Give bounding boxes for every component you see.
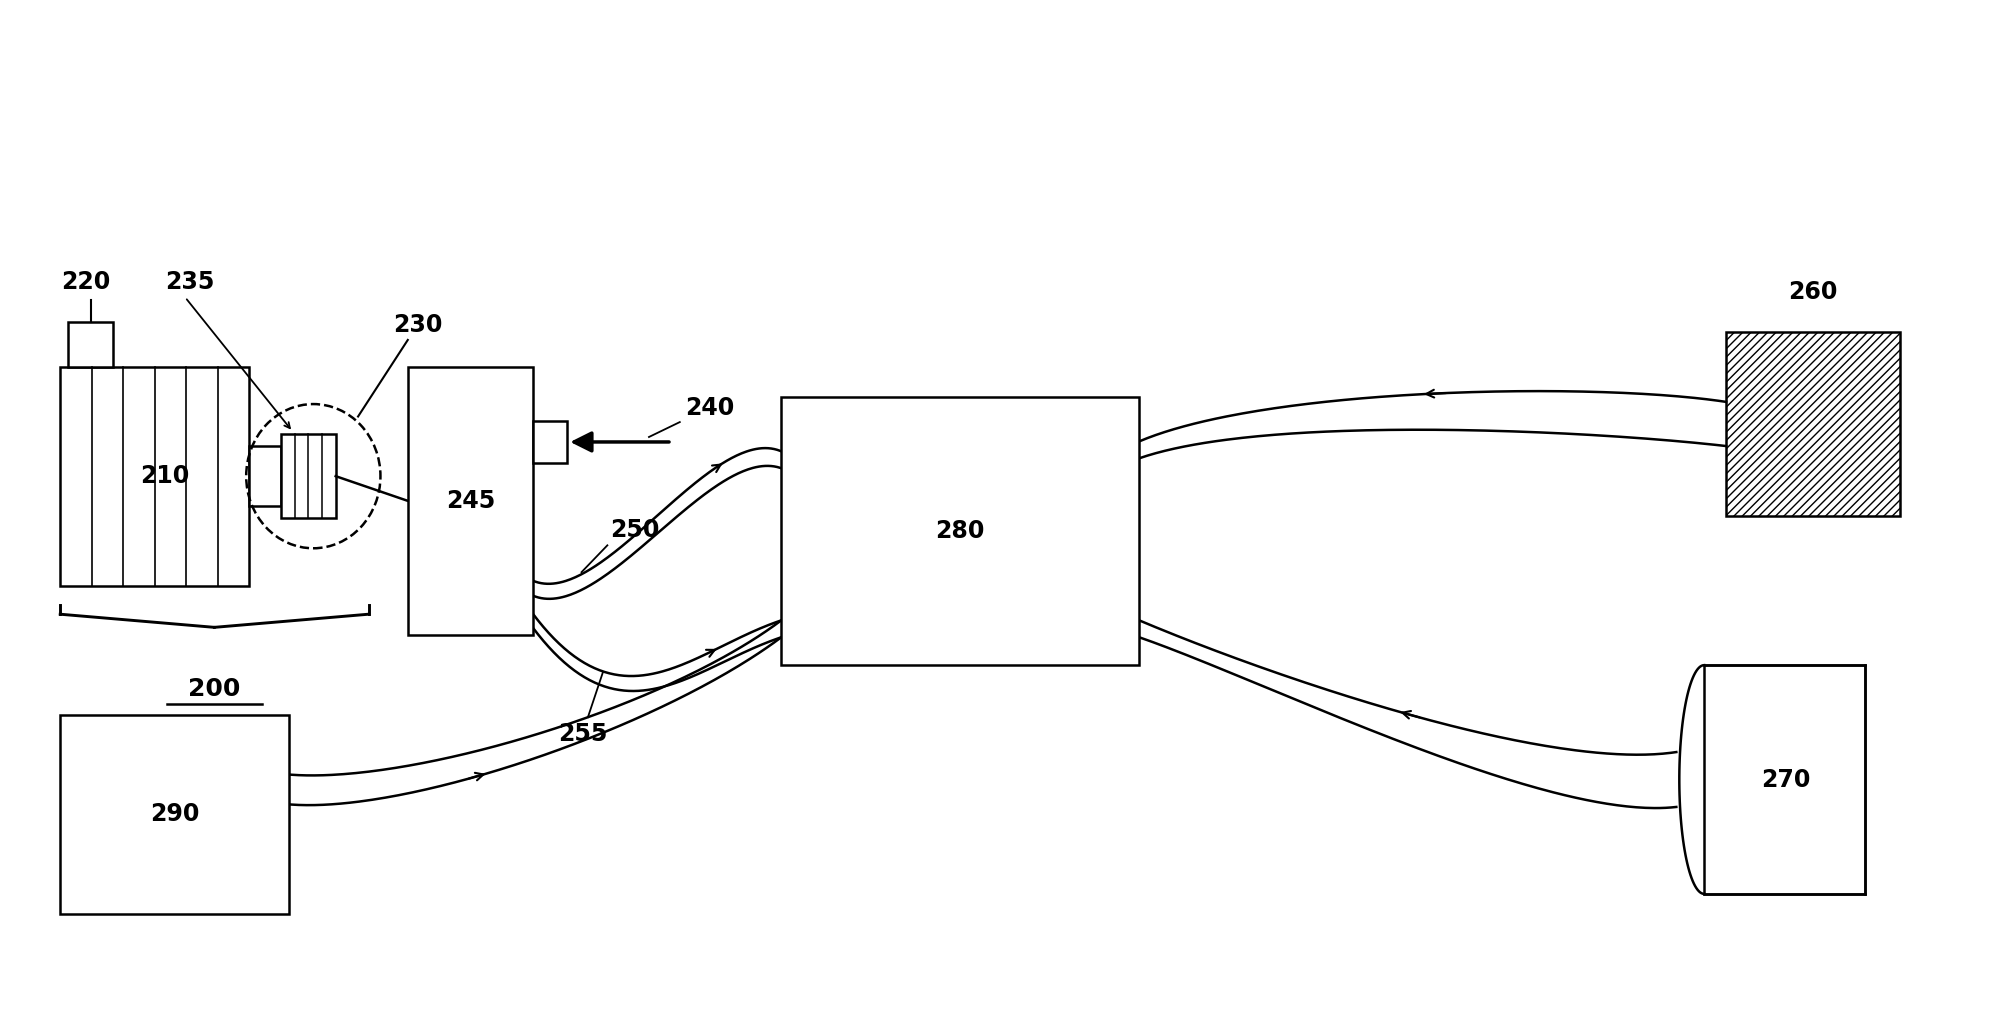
Bar [60, 367, 250, 585]
Text: 230: 230 [393, 313, 442, 337]
Bar [250, 446, 280, 506]
Text: 250: 250 [611, 518, 659, 543]
Text: 270: 270 [1762, 767, 1810, 791]
Text: 210: 210 [139, 464, 190, 488]
Bar [409, 367, 532, 635]
Bar [1726, 332, 1901, 516]
Text: 200: 200 [187, 677, 240, 701]
Bar [1704, 665, 1865, 894]
Bar [69, 322, 113, 367]
Text: 280: 280 [935, 519, 986, 543]
Bar [532, 421, 566, 463]
Bar [280, 434, 337, 518]
Text: 260: 260 [1788, 280, 1839, 304]
Text: 240: 240 [685, 396, 734, 420]
Text: 290: 290 [149, 803, 200, 826]
Bar [1726, 332, 1901, 516]
Text: 255: 255 [558, 722, 607, 746]
Bar [60, 715, 288, 913]
Text: 235: 235 [165, 270, 214, 295]
Text: 245: 245 [446, 489, 496, 513]
Bar [782, 396, 1139, 665]
Text: 220: 220 [60, 270, 111, 295]
